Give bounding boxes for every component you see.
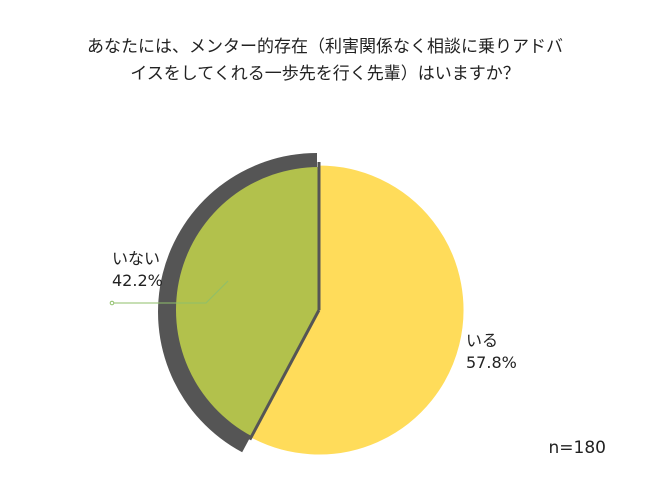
leader-line [112,280,229,304]
sample-size: n=180 [548,438,606,458]
slice-label-inai-name: いない [112,249,161,268]
slice-label-iru-name: いる [466,331,499,350]
pie-slice-0 [250,164,465,456]
slice-label-iru-value: 57.8% [466,353,517,372]
leader-line-dot [109,300,115,306]
chart-title-line-2: イスをしてくれる一歩先を行く先輩）はいますか？ [130,64,520,84]
slice-label-inai-value: 42.2% [112,271,163,290]
pie-layer [109,153,465,456]
pie-edge-split [248,309,321,441]
pie-slice-1 [175,167,319,437]
chart-title: あなたには、メンター的存在（利害関係なく相談に乗りアドバ イスをしてくれる一歩先… [20,34,630,88]
chart-title-line-1: あなたには、メンター的存在（利害関係なく相談に乗りアドバ [87,37,563,57]
slice-label-iru: いる 57.8% [466,330,517,374]
slice-label-inai: いない 42.2% [112,248,163,292]
